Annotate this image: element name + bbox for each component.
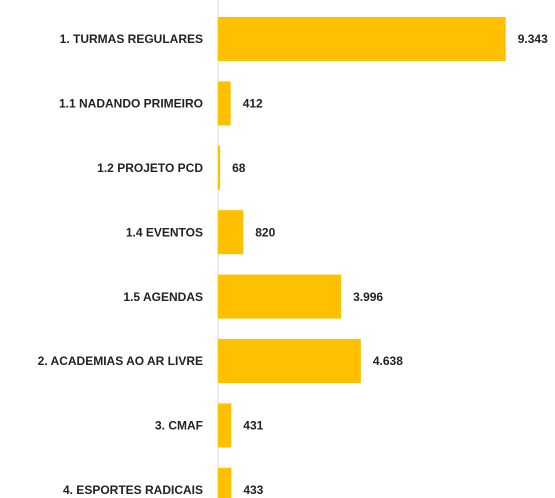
bar: [218, 145, 221, 190]
bar: [218, 467, 232, 498]
category-label: 1.1 NADANDO PRIMEIRO: [59, 97, 203, 111]
bar: [218, 210, 244, 255]
bar: [218, 81, 231, 126]
category-label: 4. ESPORTES RADICAIS: [63, 483, 203, 497]
value-label: 431: [243, 419, 263, 433]
value-label: 9.343: [518, 32, 548, 46]
category-label: 2. ACADEMIAS AO AR LIVRE: [38, 354, 203, 368]
value-label: 433: [243, 483, 263, 497]
bar: [218, 339, 361, 383]
value-label: 820: [255, 225, 275, 239]
bar: [218, 403, 232, 448]
value-label: 4.638: [373, 354, 403, 368]
category-label: 1.2 PROJETO PCD: [97, 161, 203, 175]
category-label: 1.4 EVENTOS: [126, 225, 203, 239]
value-label: 412: [243, 97, 263, 111]
bar: [218, 274, 342, 319]
category-label: 3. CMAF: [155, 419, 203, 433]
category-label: 1.5 AGENDAS: [123, 290, 203, 304]
value-label: 68: [232, 161, 246, 175]
category-label: 1. TURMAS REGULARES: [60, 32, 203, 46]
value-label: 3.996: [353, 290, 383, 304]
bar: [218, 17, 506, 61]
